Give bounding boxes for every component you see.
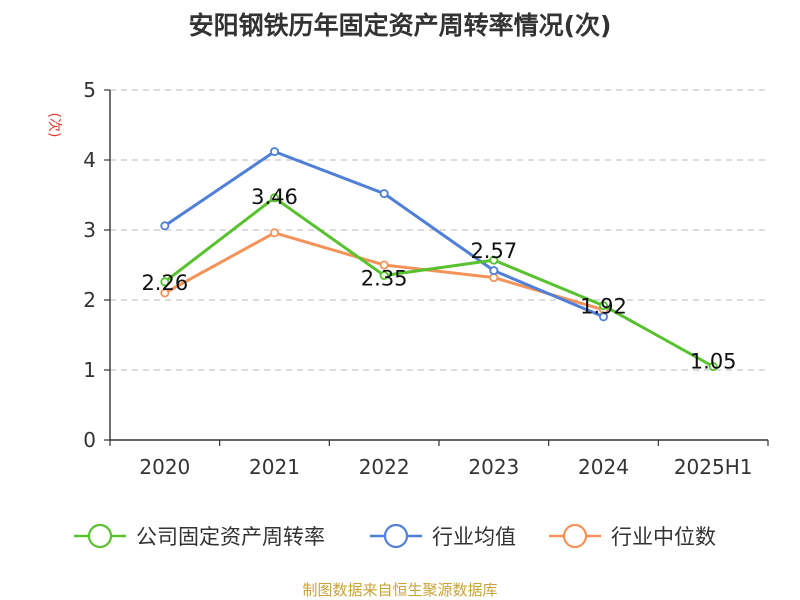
legend-label-1: 行业均值: [432, 525, 516, 549]
legend-label-0: 公司固定资产周转率: [136, 525, 325, 549]
legend-marker-2: [562, 523, 588, 549]
data-point: [379, 189, 389, 199]
y-tick-label: 5: [83, 78, 96, 102]
y-tick-label: 1: [83, 358, 96, 382]
y-tick-label: 3: [83, 218, 96, 242]
y-tick-label: 2: [83, 288, 96, 312]
chart-title: 安阳钢铁历年固定资产周转率情况(次): [188, 11, 612, 40]
data-point: [160, 277, 170, 287]
data-point: [269, 193, 279, 203]
data-point: [379, 260, 389, 270]
y-tick-label: 0: [83, 428, 96, 452]
legend-label-2: 行业中位数: [611, 525, 716, 549]
source-note: 制图数据来自恒生聚源数据库: [302, 581, 498, 599]
legend-marker-1: [383, 523, 409, 549]
data-label: 1.05: [690, 350, 737, 374]
x-tick-label: 2021: [249, 455, 300, 479]
data-labels: 2.26 3.46 2.35 2.57 1.92 1.05: [141, 185, 736, 374]
data-label: 2.35: [361, 267, 408, 291]
legend: 公司固定资产周转率 行业均值 行业中位数: [74, 523, 716, 549]
data-point: [489, 255, 499, 265]
grid-lines: [110, 89, 768, 371]
data-point: [708, 361, 718, 371]
y-axis-label: (次): [46, 113, 62, 138]
x-tick-label: 2025H1: [674, 455, 753, 479]
x-tick-label: 2020: [139, 455, 190, 479]
data-point: [599, 312, 609, 322]
series-line-0: [163, 196, 714, 368]
data-point: [489, 266, 499, 276]
x-tick-label: 2024: [578, 455, 629, 479]
data-point: [379, 270, 389, 280]
legend-marker-0: [87, 523, 113, 549]
data-point: [269, 228, 279, 238]
data-label: 3.46: [251, 185, 298, 209]
tick-labels: 0 1 2 3 4 5 2020 2021 2022 2023 2024 2025H1: [83, 78, 752, 479]
data-label: 1.92: [580, 295, 627, 319]
y-tick-label: 4: [83, 148, 96, 172]
x-tick-label: 2023: [468, 455, 519, 479]
data-label: 2.57: [470, 239, 517, 263]
axes: [104, 89, 769, 446]
x-tick-label: 2022: [359, 455, 410, 479]
data-label: 2.26: [141, 271, 188, 295]
series-lines: [160, 147, 718, 371]
data-point: [160, 221, 170, 231]
data-point: [160, 288, 170, 298]
data-point: [269, 147, 279, 157]
data-point: [599, 301, 609, 311]
